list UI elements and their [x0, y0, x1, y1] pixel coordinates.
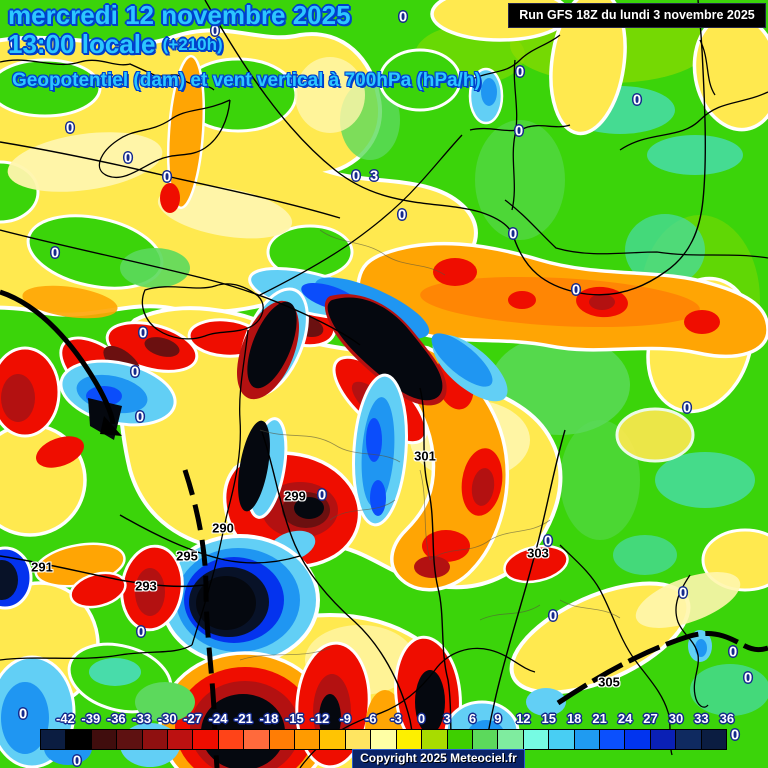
scale-label: 9: [494, 711, 502, 726]
header-subtitle: Geopotentiel (dam) et vent vertical à 70…: [12, 69, 481, 91]
scale-label: 3: [443, 711, 451, 726]
colorbar-cell: [624, 729, 651, 750]
colorbar-cell: [40, 729, 67, 750]
colorbar-cell: [90, 729, 118, 750]
colorbar-cell: [675, 729, 702, 750]
colorbar-cell: [421, 729, 448, 750]
colorbar-cell: [598, 729, 626, 750]
scale-label: -24: [208, 711, 228, 726]
cyan-spots: [468, 67, 712, 662]
colorbar-cell: [243, 729, 270, 750]
header-date: mercredi 12 novembre 2025: [8, 0, 351, 30]
colorbar-cell: [497, 729, 524, 750]
colorbar-cell: [65, 729, 92, 750]
colorbar-cell: [548, 729, 575, 750]
colorbar-cell: [522, 729, 550, 750]
colorbar-cell: [294, 729, 321, 750]
scale-label: -15: [284, 711, 304, 726]
scale-label: -12: [310, 711, 330, 726]
scale-label: -30: [157, 711, 177, 726]
colorbar: [40, 729, 727, 750]
colorbar-cell: [395, 729, 423, 750]
colorbar-labels: -42 -39 -36 -33 -30 -27 -24 -21 -18 -15 -12 -9 -6 -3 0…: [0, 711, 768, 727]
scale-label: 18: [566, 711, 582, 726]
copyright-box: Copyright 2025 Meteociel.fr: [352, 749, 525, 768]
scale-label: 24: [617, 711, 633, 726]
colorbar-cell: [319, 729, 346, 750]
colorbar-cell: [446, 729, 473, 750]
header-forecast-offset: (+210h): [162, 35, 223, 55]
scale-label: -27: [183, 711, 202, 726]
orange-streaks: [22, 54, 206, 319]
colorbar-cell: [141, 729, 169, 750]
scale-label: 6: [468, 711, 477, 726]
scale-label: 33: [694, 711, 709, 726]
colorbar-cell: [700, 729, 727, 750]
colorbar-cell: [370, 729, 397, 750]
region-borders: [239, 229, 621, 661]
scale-label: 21: [592, 711, 607, 726]
colorbar-cell: [217, 729, 245, 750]
scale-label: -18: [259, 711, 279, 726]
scale-label: 0: [417, 711, 426, 726]
colorbar-cell: [649, 729, 677, 750]
header-time: 13:00 locale (+210h): [8, 29, 223, 60]
scale-label: -21: [234, 711, 253, 726]
scale-label: -36: [106, 711, 126, 726]
scale-label: 36: [719, 711, 735, 726]
colorbar-cell: [573, 729, 600, 750]
scale-label: 15: [541, 711, 556, 726]
scale-label: -6: [364, 711, 377, 726]
scale-label: -39: [81, 711, 101, 726]
colorbar-cell: [116, 729, 143, 750]
colorbar-cell: [167, 729, 194, 750]
colorbar-cell: [268, 729, 296, 750]
scale-label: 12: [516, 711, 531, 726]
scale-label: -33: [132, 711, 152, 726]
scale-label: -3: [390, 711, 402, 726]
scale-label: 30: [668, 711, 684, 726]
green-patches: [0, 48, 462, 290]
map-header: mercredi 12 novembre 2025 13:00 locale (…: [8, 0, 481, 91]
scale-label: -42: [55, 711, 75, 726]
run-info-box: Run GFS 18Z du lundi 3 novembre 2025: [508, 3, 766, 28]
colorbar-cell: [192, 729, 219, 750]
scale-label: -9: [339, 711, 352, 726]
scale-label: 27: [643, 711, 658, 726]
colorbar-cell: [471, 729, 499, 750]
colorbar-cell: [344, 729, 372, 750]
blue-streak-central: [352, 373, 408, 527]
